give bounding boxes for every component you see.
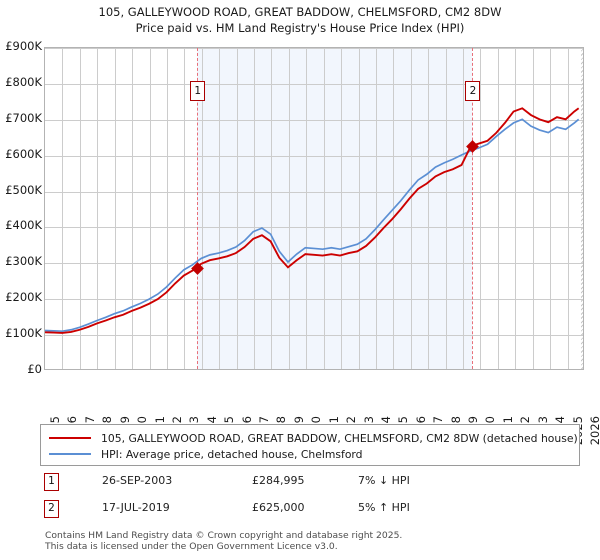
txn-price-2: £625,000 [252, 501, 305, 514]
x-axis-labels: 1995199619971998199920002001200220032004… [44, 372, 600, 445]
gridline-vertical [254, 48, 255, 369]
gridline-vertical [446, 48, 447, 369]
chart-legend: 105, GALLEYWOOD ROAD, GREAT BADDOW, CHEL… [40, 424, 580, 466]
y-tick-label: £600K [5, 146, 42, 161]
gridline-vertical [306, 48, 307, 369]
gridline-vertical [463, 48, 464, 369]
hpi-line [45, 118, 580, 333]
title-line-1: 105, GALLEYWOOD ROAD, GREAT BADDOW, CHEL… [98, 5, 502, 19]
footer-line-1: Contains HM Land Registry data © Crown c… [45, 530, 403, 541]
page-title: 105, GALLEYWOOD ROAD, GREAT BADDOW, CHEL… [0, 4, 600, 36]
gridline-vertical [324, 48, 325, 369]
txn-date-2: 17-JUL-2019 [102, 501, 170, 514]
legend-label-hpi: HPI: Average price, detached house, Chel… [101, 447, 363, 461]
legend-label-price-paid: 105, GALLEYWOOD ROAD, GREAT BADDOW, CHEL… [101, 431, 578, 445]
table-row: 1 26-SEP-2003 £284,995 7% ↓ HPI [40, 472, 580, 499]
gridline-vertical [341, 48, 342, 369]
legend-item-price-paid: 105, GALLEYWOOD ROAD, GREAT BADDOW, CHEL… [49, 430, 578, 446]
footer-line-2: This data is licensed under the Open Gov… [45, 541, 338, 552]
transactions-table: 1 26-SEP-2003 £284,995 7% ↓ HPI 2 17-JUL… [40, 472, 580, 526]
gridline-vertical [115, 48, 116, 369]
gridline-vertical [359, 48, 360, 369]
gridline-horizontal [45, 120, 583, 121]
gridline-vertical [480, 48, 481, 369]
gridline-vertical [568, 48, 569, 369]
txn-hpi-delta-2: 5% ↑ HPI [358, 501, 410, 514]
event-line-2 [472, 48, 474, 369]
gridline-vertical [167, 48, 168, 369]
gridline-vertical [271, 48, 272, 369]
gridline-vertical [150, 48, 151, 369]
gridline-horizontal [45, 84, 583, 85]
gridline-vertical [184, 48, 185, 369]
y-tick-label: £500K [5, 182, 42, 197]
gridline-horizontal [45, 263, 583, 264]
y-tick-label: £800K [5, 74, 42, 89]
gridline-vertical [237, 48, 238, 369]
txn-index-badge-2: 2 [44, 500, 59, 518]
table-row: 2 17-JUL-2019 £625,000 5% ↑ HPI [40, 499, 580, 526]
legend-swatch-hpi [49, 453, 91, 455]
footer-attribution: Contains HM Land Registry data © Crown c… [45, 530, 585, 552]
gridline-vertical [515, 48, 516, 369]
event-badge-2[interactable]: 2 [465, 81, 481, 101]
y-tick-label: £700K [5, 110, 42, 125]
gridline-vertical [219, 48, 220, 369]
y-tick-label: £100K [5, 326, 42, 341]
gridline-vertical [289, 48, 290, 369]
title-line-2: Price paid vs. HM Land Registry's House … [135, 21, 465, 35]
gridline-vertical [97, 48, 98, 369]
future-hatched-band [580, 48, 583, 369]
gridline-horizontal [45, 335, 583, 336]
legend-swatch-price-paid [49, 437, 91, 439]
y-tick-label: £900K [5, 39, 42, 53]
gridline-vertical [550, 48, 551, 369]
y-tick-label: £300K [5, 254, 42, 269]
gridline-vertical [376, 48, 377, 369]
txn-price-1: £284,995 [252, 474, 305, 487]
y-tick-label: £400K [5, 218, 42, 233]
gridline-vertical [132, 48, 133, 369]
x-tick-label: 2026 [588, 416, 600, 446]
y-tick-label: £200K [5, 290, 42, 305]
gridline-vertical [202, 48, 203, 369]
gridline-vertical [80, 48, 81, 369]
gridline-vertical [533, 48, 534, 369]
txn-index-badge-1: 1 [44, 473, 59, 491]
gridline-horizontal [45, 192, 583, 193]
gridline-vertical [62, 48, 63, 369]
gridline-horizontal [45, 299, 583, 300]
gridline-vertical [411, 48, 412, 369]
gridline-horizontal [45, 156, 583, 157]
ownership-shaded-band [197, 48, 473, 369]
gridline-horizontal [45, 48, 583, 49]
legend-item-hpi: HPI: Average price, detached house, Chel… [49, 446, 571, 462]
y-tick-label: £0 [27, 362, 42, 376]
txn-date-1: 26-SEP-2003 [102, 474, 173, 487]
gridline-horizontal [45, 227, 583, 228]
y-axis-labels: £0 £100K £200K £300K £400K £500K £600K £700K £80… [0, 39, 44, 376]
price-paid-line [45, 107, 580, 334]
gridline-vertical [498, 48, 499, 369]
event-badge-1[interactable]: 1 [190, 81, 206, 101]
txn-hpi-delta-1: 7% ↓ HPI [358, 474, 410, 487]
series-paths [45, 107, 580, 334]
gridline-vertical [428, 48, 429, 369]
event-line-1 [197, 48, 199, 369]
